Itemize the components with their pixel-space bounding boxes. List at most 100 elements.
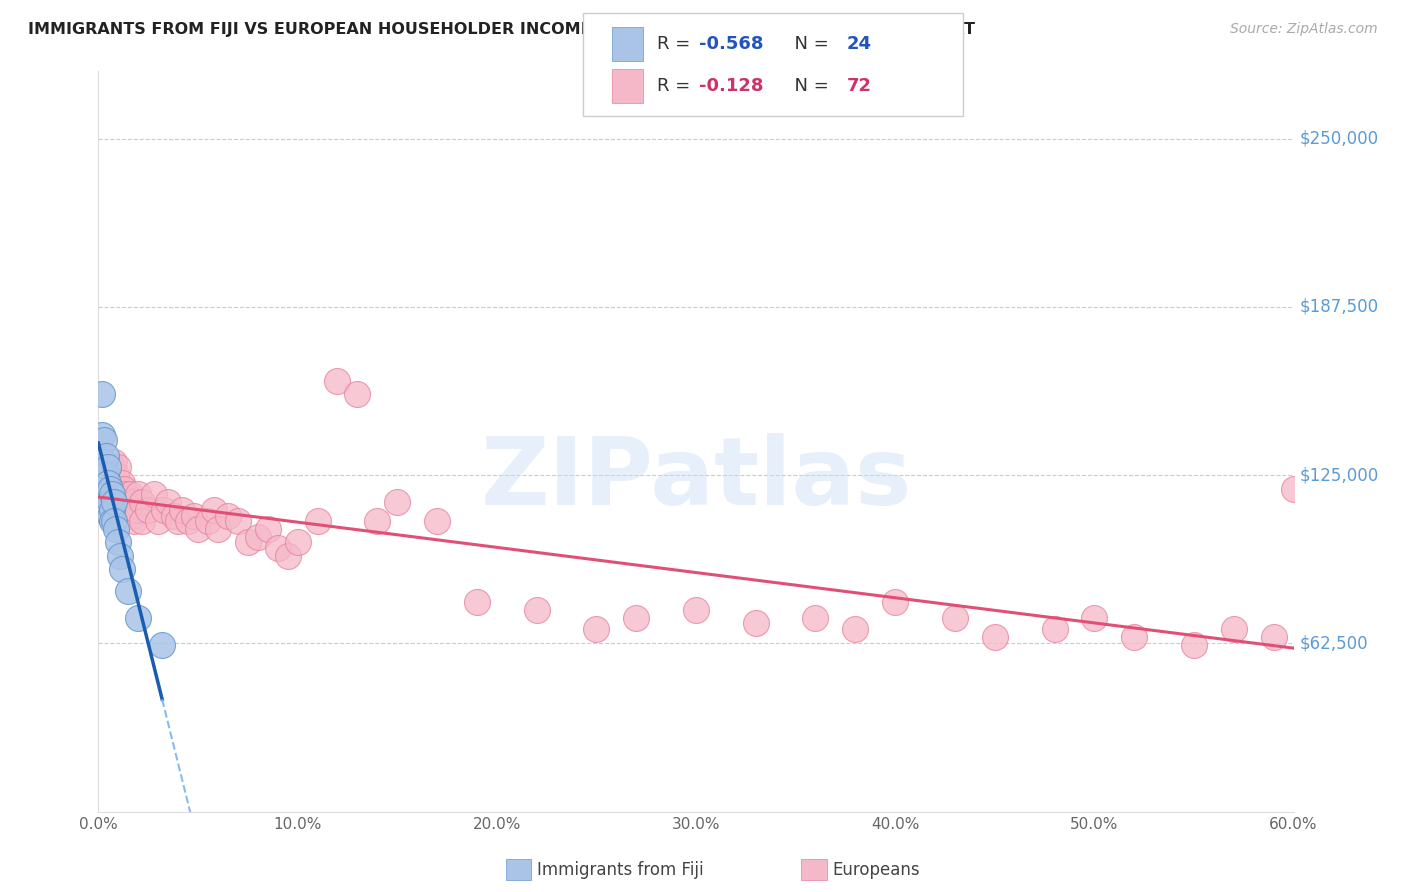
Point	[127, 487, 149, 501]
Point	[107, 460, 129, 475]
Point	[307, 514, 329, 528]
Point	[236, 535, 259, 549]
Text: Europeans: Europeans	[832, 861, 920, 879]
Point	[685, 603, 707, 617]
Point	[167, 514, 190, 528]
Point	[117, 503, 139, 517]
Point	[1043, 622, 1066, 636]
Point	[125, 503, 148, 517]
Point	[1123, 630, 1146, 644]
Point	[277, 549, 299, 563]
Text: R =: R =	[657, 35, 696, 53]
Point	[101, 487, 124, 501]
Text: $125,000: $125,000	[1299, 467, 1379, 484]
Point	[943, 611, 966, 625]
Point	[101, 460, 124, 475]
Point	[93, 482, 115, 496]
Point	[804, 611, 827, 625]
Point	[1282, 482, 1305, 496]
Point	[103, 514, 125, 528]
Point	[93, 455, 115, 469]
Point	[136, 503, 159, 517]
Point	[177, 514, 200, 528]
Point	[226, 514, 249, 528]
Point	[163, 508, 186, 523]
Point	[207, 522, 229, 536]
Point	[112, 503, 135, 517]
Point	[111, 495, 134, 509]
Text: R =: R =	[657, 77, 696, 95]
Point	[157, 495, 180, 509]
Point	[105, 468, 128, 483]
Point	[120, 487, 142, 501]
Point	[465, 595, 488, 609]
Point	[110, 549, 132, 563]
Point	[103, 495, 125, 509]
Point	[426, 514, 449, 528]
Point	[107, 482, 129, 496]
Point	[844, 622, 866, 636]
Point	[98, 476, 122, 491]
Point	[97, 460, 120, 475]
Point	[197, 514, 219, 528]
Point	[131, 514, 153, 528]
Text: ZIPatlas: ZIPatlas	[481, 433, 911, 524]
Text: -0.128: -0.128	[699, 77, 763, 95]
Text: $187,500: $187,500	[1299, 298, 1379, 316]
Point	[1083, 611, 1105, 625]
Point	[121, 508, 143, 523]
Text: $250,000: $250,000	[1299, 129, 1379, 148]
Text: $62,500: $62,500	[1299, 634, 1368, 652]
Text: -0.568: -0.568	[699, 35, 763, 53]
Point	[172, 503, 194, 517]
Point	[105, 522, 128, 536]
Point	[103, 476, 125, 491]
Point	[143, 487, 166, 501]
Text: N =: N =	[783, 77, 835, 95]
Point	[187, 522, 209, 536]
Point	[111, 476, 134, 491]
Point	[97, 487, 120, 501]
Point	[124, 514, 146, 528]
Text: Source: ZipAtlas.com: Source: ZipAtlas.com	[1230, 22, 1378, 37]
Text: IMMIGRANTS FROM FIJI VS EUROPEAN HOUSEHOLDER INCOME AGES 25 - 44 YEARS CORRELATI: IMMIGRANTS FROM FIJI VS EUROPEAN HOUSEHO…	[28, 22, 976, 37]
Text: 72: 72	[846, 77, 872, 95]
Point	[98, 495, 122, 509]
Point	[385, 495, 409, 509]
Point	[202, 503, 225, 517]
Point	[884, 595, 907, 609]
Point	[287, 535, 309, 549]
Point	[1223, 622, 1246, 636]
Point	[246, 530, 269, 544]
Point	[96, 487, 118, 501]
Point	[984, 630, 1007, 644]
Point	[217, 508, 239, 523]
Point	[1182, 638, 1205, 652]
Point	[101, 514, 124, 528]
Point	[101, 503, 124, 517]
Point	[626, 611, 648, 625]
Point	[110, 487, 132, 501]
Point	[96, 450, 118, 464]
Point	[585, 622, 607, 636]
Point	[153, 503, 176, 517]
Point	[117, 584, 139, 599]
Point	[98, 508, 122, 523]
Point	[91, 427, 114, 442]
Point	[98, 482, 122, 496]
Point	[124, 495, 146, 509]
Point	[103, 455, 125, 469]
Point	[93, 433, 115, 447]
Point	[745, 616, 768, 631]
Point	[107, 535, 129, 549]
Point	[112, 482, 135, 496]
Point	[183, 508, 205, 523]
Point	[91, 387, 114, 401]
Point	[117, 495, 139, 509]
Point	[1263, 630, 1285, 644]
Point	[366, 514, 388, 528]
Point	[131, 495, 153, 509]
Point	[150, 638, 173, 652]
Point	[526, 603, 548, 617]
Point	[97, 476, 120, 491]
